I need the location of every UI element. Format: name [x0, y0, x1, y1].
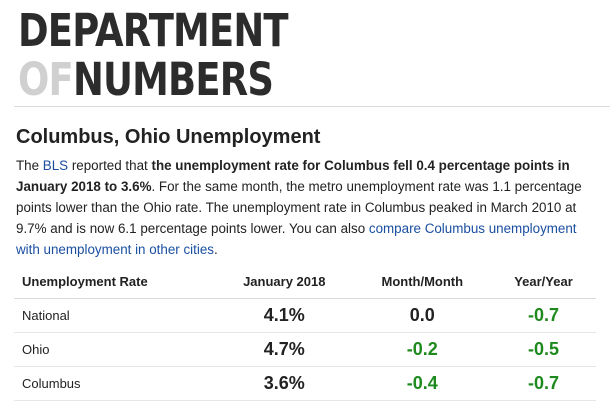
bls-link[interactable]: BLS: [42, 158, 69, 173]
header-year-year: Year/Year: [490, 264, 596, 299]
header-january-2018: January 2018: [215, 264, 354, 299]
row-rate: 3.6%: [215, 366, 354, 401]
row-year-change: -0.5: [490, 332, 596, 367]
intro-paragraph: The BLS reported that the unemployment r…: [16, 155, 596, 260]
site-logo[interactable]: DEPARTMENT OFNUMBERS: [18, 8, 347, 102]
row-month-change: -0.2: [353, 332, 491, 367]
unemployment-table: Unemployment Rate January 2018 Month/Mon…: [14, 264, 596, 401]
table-header-row: Unemployment Rate January 2018 Month/Mon…: [14, 264, 596, 299]
intro-text-1: The: [16, 158, 43, 173]
logo-bottom-line: OFNUMBERS: [18, 57, 288, 102]
header-unemployment-rate: Unemployment Rate: [14, 264, 215, 299]
row-rate: 4.1%: [215, 298, 354, 333]
compare-cities-link[interactable]: compare Columbus unemployment with unemp…: [16, 221, 577, 257]
page-title: Columbus, Ohio Unemployment: [16, 126, 321, 148]
table-row: National 4.1% 0.0 -0.7: [14, 298, 596, 333]
logo-of-text: OF: [18, 53, 74, 106]
row-month-change: 0.0: [353, 298, 491, 333]
row-year-change: -0.7: [490, 298, 596, 333]
table-row: Columbus 3.6% -0.4 -0.7: [14, 366, 596, 401]
intro-text-2: reported that: [68, 158, 152, 173]
intro-text-4: .: [213, 242, 218, 257]
intro-highlight: the unemployment rate for Columbus fell …: [16, 158, 570, 194]
logo-numbers-text: NUMBERS: [72, 53, 274, 106]
logo-department-text: DEPARTMENT: [18, 4, 289, 57]
row-label: Columbus: [14, 366, 215, 401]
row-month-change: -0.4: [353, 366, 491, 401]
table-row: Ohio 4.7% -0.2 -0.5: [14, 332, 596, 367]
row-label: National: [14, 298, 215, 333]
header-month-month: Month/Month: [353, 264, 491, 299]
intro-text-3: . For the same month, the metro unemploy…: [16, 179, 582, 236]
header-divider: [14, 106, 610, 107]
row-rate: 4.7%: [215, 332, 354, 367]
row-year-change: -0.7: [490, 366, 596, 401]
row-label: Ohio: [14, 332, 215, 367]
